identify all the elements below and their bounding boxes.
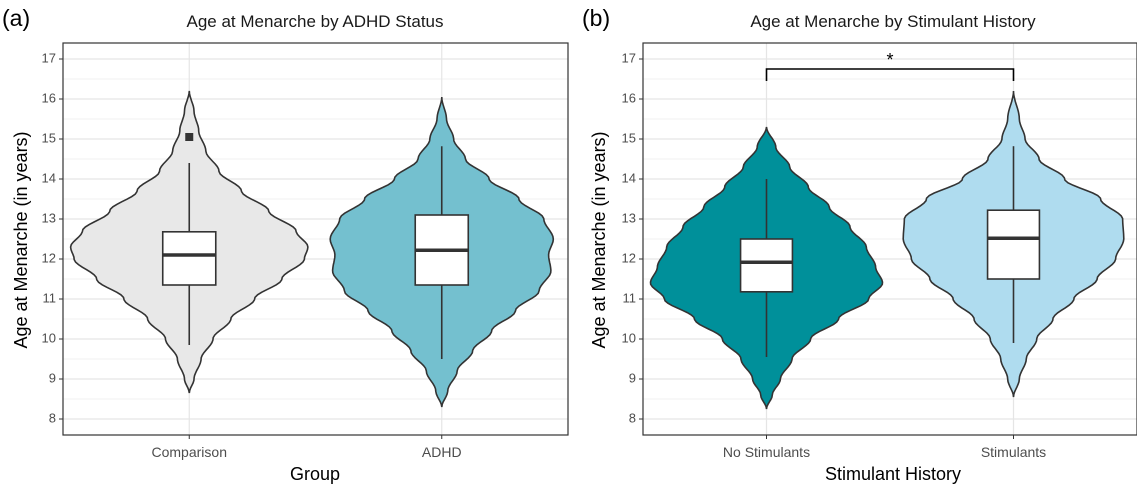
panel-b-x-axis-label: Stimulant History [825, 464, 961, 484]
panel-b-y-tick-label: 10 [622, 330, 636, 345]
panel-a-y-tick-label: 15 [42, 130, 56, 145]
panel-a-x-tick-label: Comparison [152, 444, 227, 460]
panel-b-x-tick-label: Stimulants [981, 444, 1046, 460]
panel-a-y-tick-label: 13 [42, 210, 56, 225]
panel-a-y-axis-label: Age at Menarche (in years) [11, 131, 31, 348]
panel-b-y-axis-label: Age at Menarche (in years) [589, 131, 609, 348]
panel-a-y-tick-label: 8 [49, 410, 56, 425]
iqr-box [739, 238, 794, 293]
panel-b-y-tick-label: 13 [622, 210, 636, 225]
panel-b-y-tick-label: 16 [622, 90, 636, 105]
panel-b-y-tick-label: 9 [629, 370, 636, 385]
iqr-box [986, 209, 1041, 280]
panel-a-x-axis-label: Group [290, 464, 340, 484]
panel-b: (b) Age at Menarche by Stimulant History… [582, 5, 1137, 484]
panel-b-panel-border [642, 42, 1137, 436]
panel-a-y-tick-label: 10 [42, 330, 56, 345]
outlier-point [185, 133, 194, 141]
panel-b-x-tick-label: No Stimulants [723, 444, 810, 460]
panel-a-plot-area: 8 9 10 11 12 13 14 15 16 17 Comparison ADHD [42, 42, 569, 460]
panel-a-y-tick-label: 9 [49, 370, 56, 385]
panel-a-y-tick-label: 12 [42, 250, 56, 265]
panel-b-plot-area: 8 9 10 11 12 13 14 15 16 17 No Stimulants Stimulant… [622, 42, 1137, 460]
iqr-box [161, 231, 217, 286]
panel-a: (a) Age at Menarche by ADHD Status Group… [2, 5, 569, 484]
panel-a-y-tick-label: 16 [42, 90, 56, 105]
panel-b-y-tick-label: 17 [622, 50, 636, 65]
panel-a-y-tick-label: 17 [42, 50, 56, 65]
panel-a-x-tick-label: ADHD [422, 444, 462, 460]
panel-b-y-tick-label: 12 [622, 250, 636, 265]
significance-bracket [765, 68, 1015, 81]
significance-label: * [886, 50, 893, 70]
panel-b-y-tick-label: 14 [622, 170, 636, 185]
panel-b-y-tick-label: 8 [629, 410, 636, 425]
panel-a-title: Age at Menarche by ADHD Status [186, 12, 443, 31]
panel-a-panel-border [62, 42, 569, 436]
panel-b-tag: (b) [582, 5, 610, 31]
panel-b-y-tick-label: 15 [622, 130, 636, 145]
panel-a-y-tick-label: 14 [42, 170, 56, 185]
panel-b-title: Age at Menarche by Stimulant History [750, 12, 1036, 31]
panel-a-y-tick-label: 11 [43, 290, 57, 305]
panel-b-y-tick-label: 11 [623, 290, 637, 305]
panel-a-tag: (a) [2, 5, 30, 31]
